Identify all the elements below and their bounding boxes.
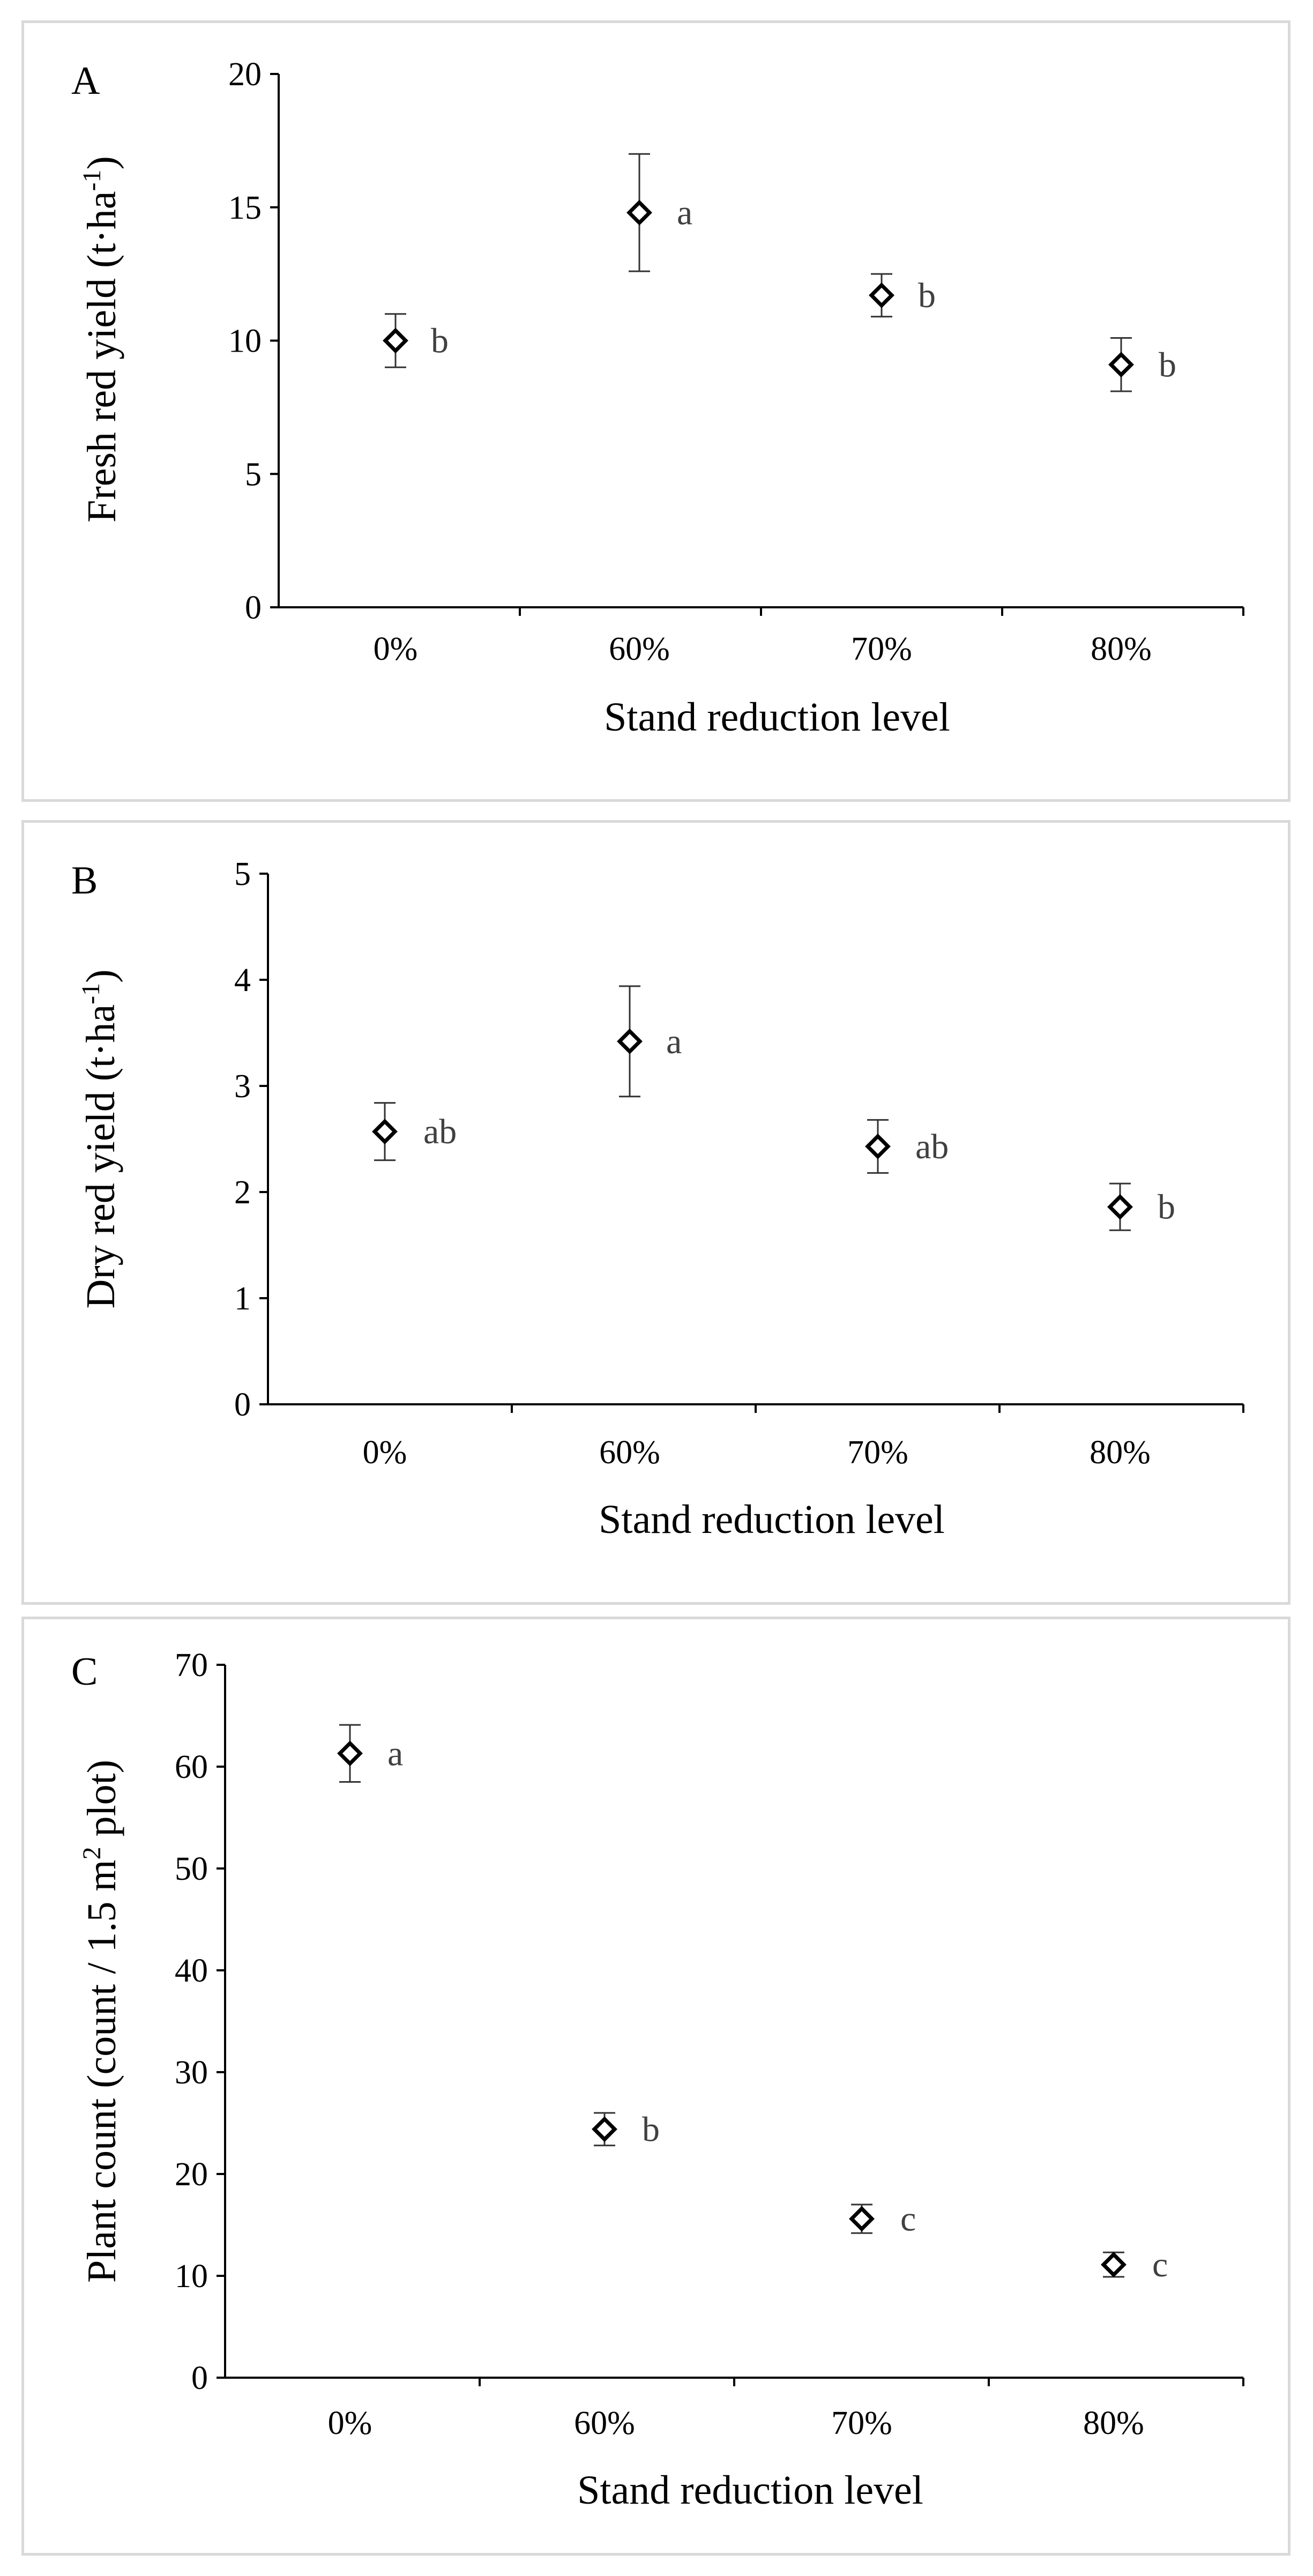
panel-c-letter: C — [71, 1650, 98, 1694]
panel-c-y-axis-title-end: plot) — [79, 1760, 124, 1847]
panel-c-x-tick-label: 0% — [328, 2405, 372, 2441]
panel-b-x-axis-title: Stand reduction level — [599, 1497, 945, 1542]
panel-b-y-axis-title-sup: -1 — [77, 983, 105, 1004]
panel-b-x-tick-label: 60% — [599, 1434, 660, 1471]
panel-c-y-axis-title-main: Plant count (count / 1.5 m — [79, 1860, 124, 2283]
panel-a-y-tick-label: 0 — [245, 590, 262, 626]
panel-b-y-tick-label: 0 — [234, 1387, 251, 1423]
panel-c-significance-letter: c — [900, 2200, 916, 2239]
panel-a-y-axis-title-main: Fresh red yield (t·ha — [79, 191, 124, 522]
panel-b-data-point — [865, 1133, 891, 1159]
panel-a-x-tick-label: 70% — [851, 631, 912, 667]
panel-c-y-tick-label: 20 — [175, 2156, 208, 2193]
panel-a-y-axis-title-end: ) — [79, 156, 124, 169]
panel-b-y-axis-title: Dry red yield (t·ha-1) — [77, 970, 123, 1309]
panel-c-y-tick-label: 50 — [175, 1851, 208, 1887]
panel-b-data-point — [1107, 1194, 1133, 1220]
panel-a-y-tick-label: 15 — [228, 190, 262, 226]
panel-b-y-tick-label: 4 — [234, 962, 251, 999]
panel-b-x-tick-label: 80% — [1090, 1434, 1151, 1471]
panel-a-data-point — [383, 327, 408, 354]
panel-c-significance-letter: b — [642, 2110, 660, 2149]
panel-c-y-axis-title: Plant count (count / 1.5 m2 plot) — [78, 1760, 124, 2283]
panel-a-x-axis-title: Stand reduction level — [604, 695, 950, 740]
panel-b-y-tick-label: 5 — [234, 856, 251, 892]
panel-a-significance-letter: a — [677, 193, 692, 233]
panel-b-y-tick-label: 3 — [234, 1068, 251, 1105]
panel-a-y-tick-label: 20 — [228, 56, 262, 93]
panel-a: A 0 5 10 15 20 0% 60% 70% 80% Stand reduction leve… — [21, 20, 1290, 802]
panel-c-data-point — [592, 2116, 617, 2142]
panel-c-x-tick-label: 80% — [1083, 2405, 1144, 2441]
panel-c-y-tick-label: 10 — [175, 2258, 208, 2295]
panel-b-data-point — [372, 1119, 398, 1145]
panel-a-x-tick-label: 60% — [609, 631, 670, 667]
panel-a-data-point — [626, 199, 652, 226]
panel-a-letter: A — [71, 59, 100, 103]
panel-c-y-tick-label: 70 — [175, 1647, 208, 1684]
panel-a-x-tick-label: 0% — [374, 631, 418, 667]
panel-c-y-axis-title-sup: 2 — [78, 1847, 106, 1860]
panel-b-y-tick-label: 1 — [234, 1280, 251, 1317]
panel-b-y-axis-title-end: ) — [78, 970, 123, 983]
panel-b-y-tick-label: 2 — [234, 1174, 251, 1211]
panel-a-y-tick-label: 10 — [228, 323, 262, 360]
panel-b-significance-letter: a — [666, 1022, 682, 1061]
panel-b-y-axis-title-main: Dry red yield (t·ha — [78, 1004, 123, 1309]
panel-b: B 0 1 2 3 4 5 0% 60% 70% 80% Stand reduction level D… — [21, 820, 1290, 1605]
panel-c-significance-letter: c — [1152, 2245, 1168, 2284]
panel-b-x-tick-label: 70% — [847, 1434, 908, 1471]
panel-c-y-tick-label: 60 — [175, 1749, 208, 1785]
panel-c-significance-letter: a — [387, 1734, 403, 1773]
panel-a-data-point — [869, 282, 894, 308]
panel-a-significance-letter: b — [431, 322, 449, 361]
chart-a: A 0 5 10 15 20 0% 60% 70% 80% Stand reduction leve… — [71, 56, 1244, 740]
panel-a-data-point — [1108, 352, 1134, 378]
panel-b-letter: B — [71, 859, 98, 903]
panel-c-data-point — [337, 1740, 363, 1767]
panel-c-y-tick-label: 0 — [191, 2360, 208, 2396]
panel-c-x-tick-label: 70% — [831, 2405, 892, 2441]
panel-a-y-tick-label: 5 — [245, 456, 262, 493]
panel-a-significance-letter: b — [918, 276, 936, 315]
chart-c: C 0 10 20 30 40 50 60 70 0% 60% 70% 80% Stand reducti… — [71, 1647, 1244, 2513]
panel-c-x-tick-label: 60% — [574, 2405, 635, 2441]
panel-c-y-tick-label: 30 — [175, 2054, 208, 2091]
panel-b-data-point — [617, 1028, 643, 1054]
panel-b-significance-letter: b — [1158, 1188, 1175, 1227]
panel-c-data-point — [1101, 2252, 1127, 2278]
chart-b: B 0 1 2 3 4 5 0% 60% 70% 80% Stand reduction level D… — [71, 856, 1244, 1542]
panel-c-data-point — [849, 2206, 875, 2232]
panel-b-significance-letter: ab — [915, 1127, 949, 1166]
panel-a-y-axis-title-sup: -1 — [78, 169, 106, 191]
panel-a-significance-letter: b — [1159, 345, 1176, 384]
panel-a-y-axis-title: Fresh red yield (t·ha-1) — [78, 156, 124, 523]
panel-c-y-tick-label: 40 — [175, 1953, 208, 1989]
panel-c: C 0 10 20 30 40 50 60 70 0% 60% 70% 80% Stand reducti… — [21, 1617, 1290, 2556]
panel-a-x-tick-label: 80% — [1091, 631, 1152, 667]
panel-b-x-tick-label: 0% — [363, 1434, 407, 1471]
panel-b-significance-letter: ab — [423, 1112, 457, 1151]
panel-c-x-axis-title: Stand reduction level — [577, 2468, 923, 2513]
